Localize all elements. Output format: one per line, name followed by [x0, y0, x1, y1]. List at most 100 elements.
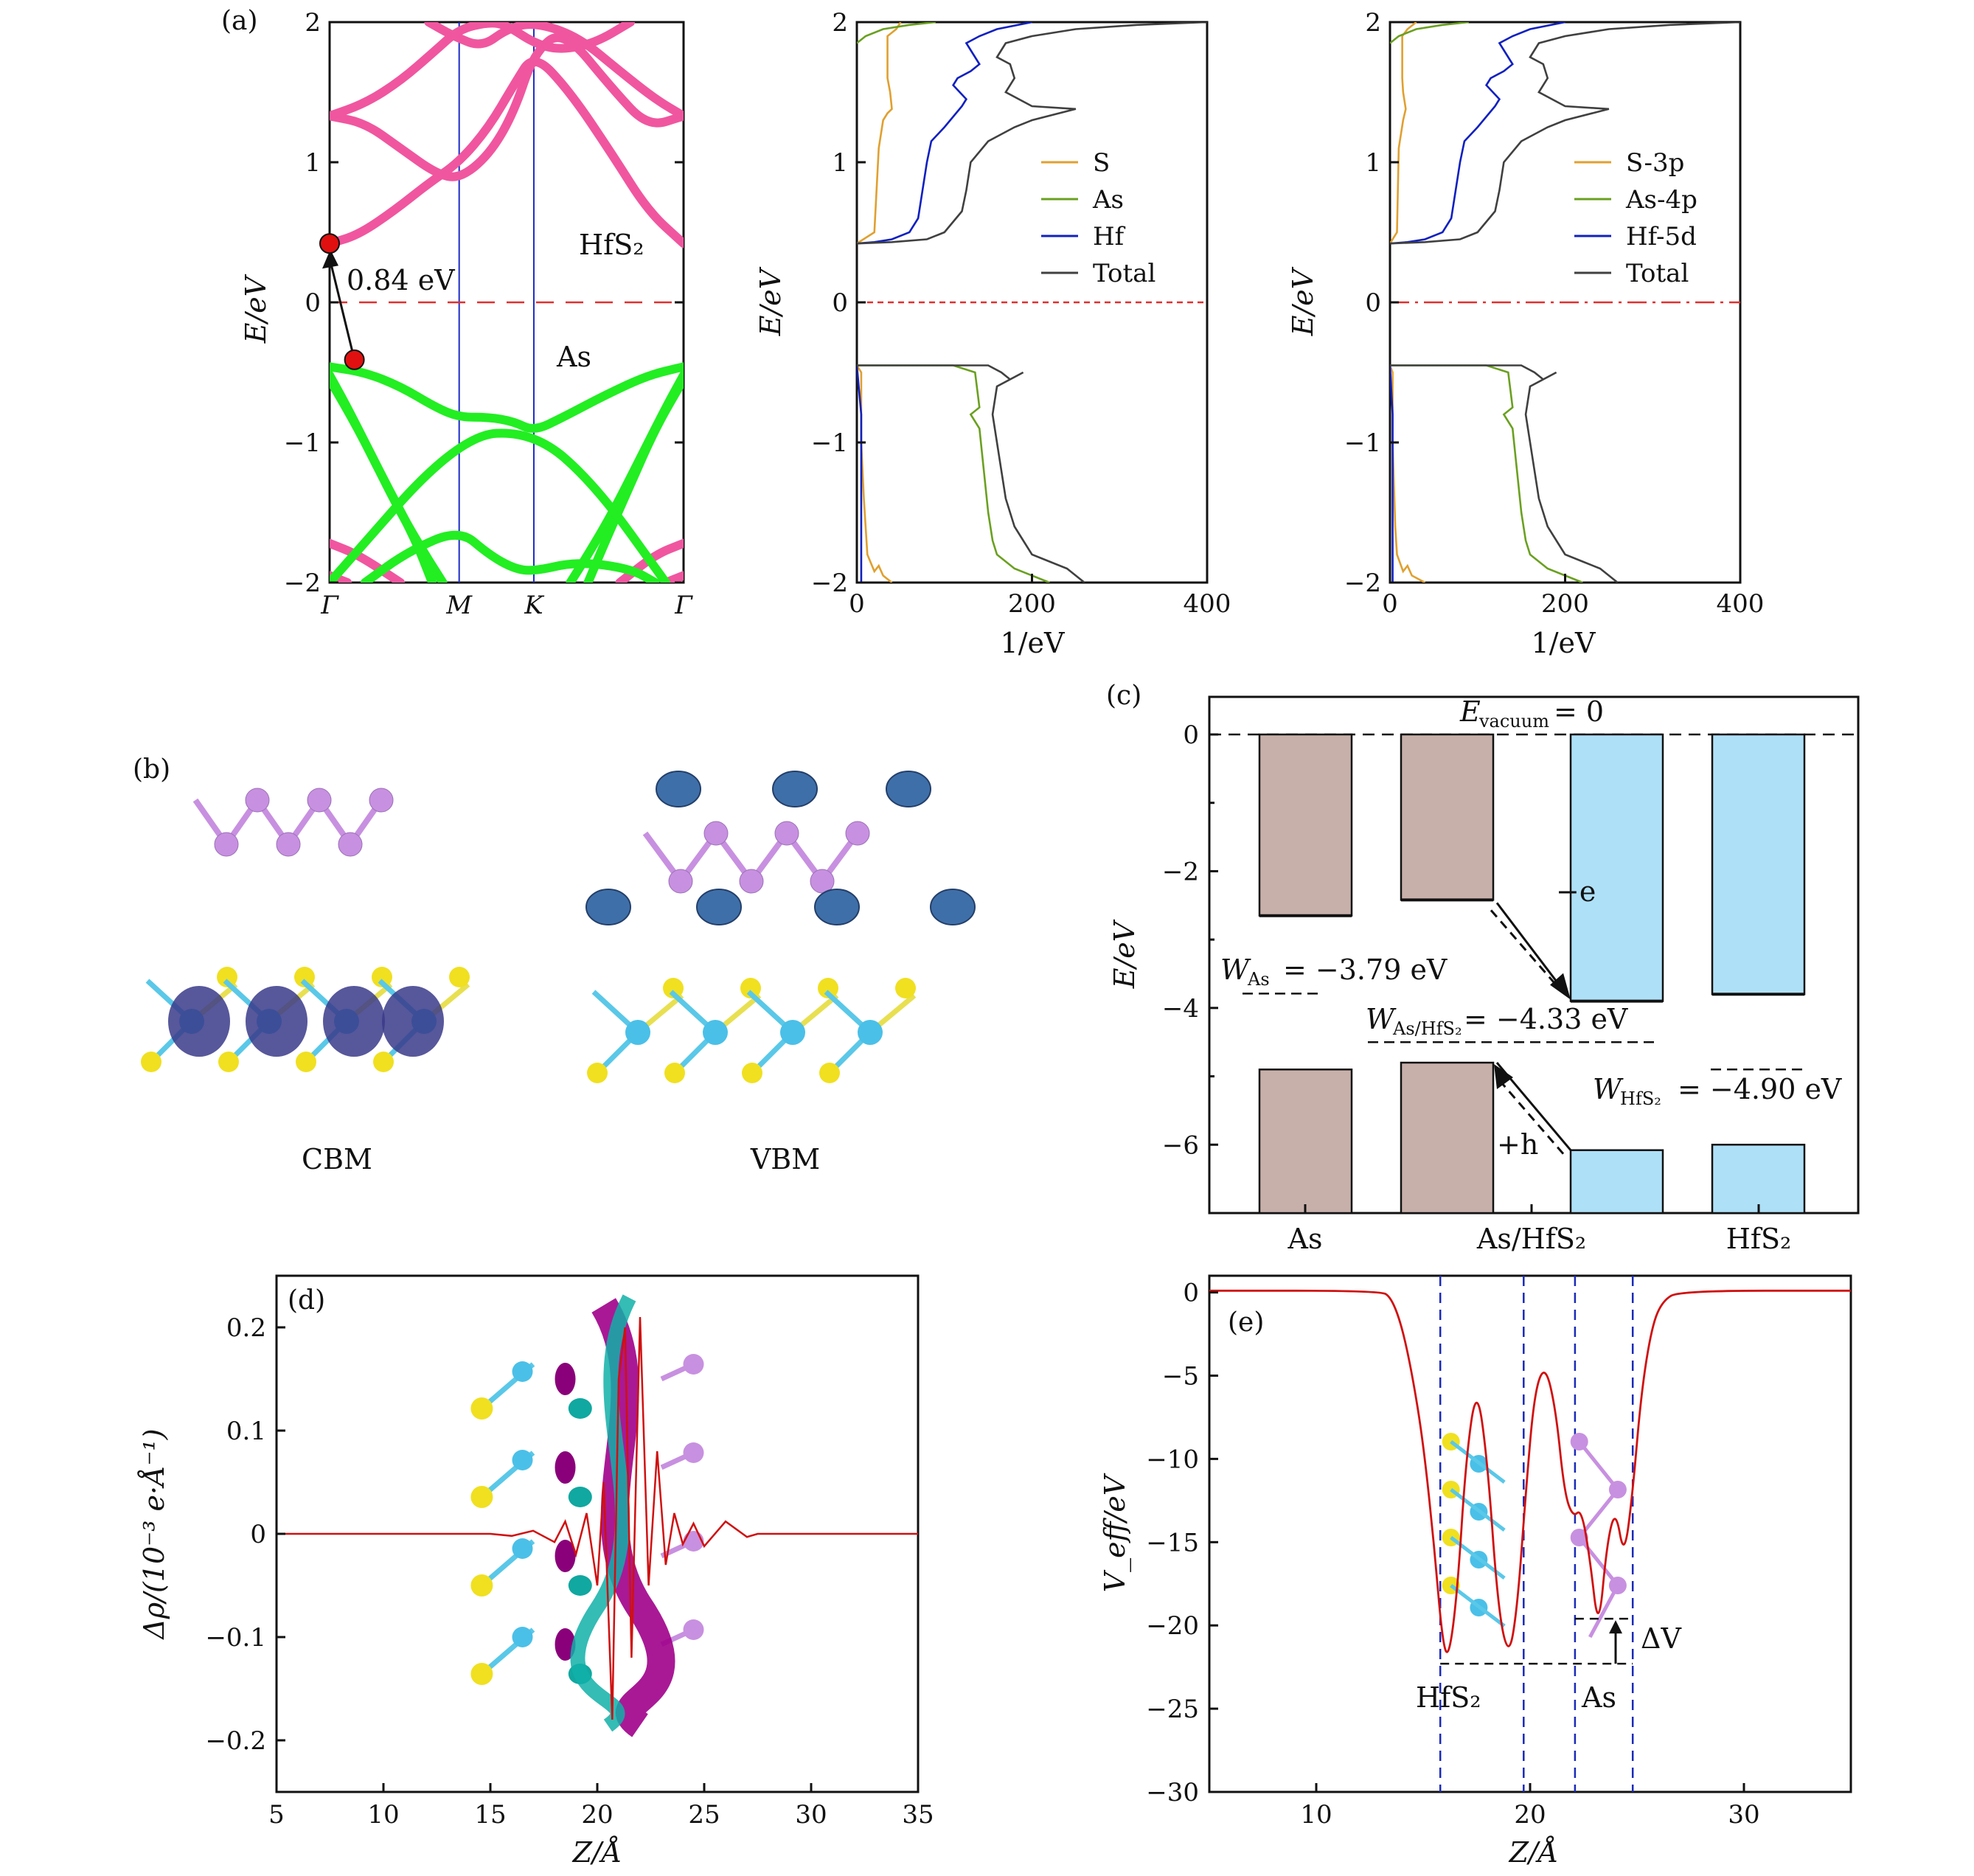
- pot-line: [1209, 1289, 1852, 1653]
- vacuum-label: E vacuum = 0: [1459, 695, 1604, 732]
- cbm-orbital-3: [382, 986, 444, 1057]
- band-line-8: [330, 362, 684, 433]
- wf-ashfs2-W: W: [1366, 1003, 1397, 1035]
- dos1-series-1-seg-1: [857, 364, 1050, 583]
- band-label-as: As: [556, 341, 591, 373]
- d-hf-2: [512, 1538, 533, 1559]
- bands-xtick-label-0: As: [1287, 1223, 1323, 1255]
- pot-ylabel: V_eff/eV: [1099, 1473, 1132, 1592]
- bands-ylabel: E/eV: [1108, 919, 1141, 989]
- charge-xtick-label-4: 25: [688, 1800, 720, 1830]
- dos1-ytick-label-1: −1: [811, 428, 848, 458]
- charge-axis-ticks: 5 10 15 20 25 30 35 −0.2 −0.1 0 0.1 0.2: [205, 1313, 934, 1830]
- band-line-6: [615, 538, 684, 583]
- vbm-hfs2-s-bot-3: [819, 1063, 840, 1083]
- cbm-orbital-0: [168, 986, 230, 1057]
- dos1-xlabel: 1/eV: [1001, 627, 1065, 659]
- d-as-bond-0: [660, 1361, 695, 1382]
- vbm-hfs2-s-top-3: [895, 978, 916, 998]
- panel-label-c: (c): [1106, 681, 1141, 711]
- e-bond-1: [1450, 1488, 1506, 1532]
- vbm-as-atom-6: [845, 821, 870, 846]
- charge-ytick-label-0: −0.2: [205, 1726, 266, 1756]
- dos2-xtick-label-2: 400: [1717, 589, 1765, 619]
- dos2-series-2-seg-0: [1390, 22, 1565, 245]
- dos1-ytick-label-4: 2: [832, 8, 848, 38]
- dos2-axis-ticks: −2 −1 0 1 2 0 200 400: [1344, 8, 1765, 619]
- charge-xtick-label-1: 10: [367, 1800, 399, 1830]
- dos2-series-0-seg-1: [1390, 365, 1426, 583]
- band-kpoint-label-3: Γ: [674, 591, 693, 620]
- charge-xtick-label-6: 35: [902, 1800, 934, 1830]
- vacuum-val: = 0: [1554, 695, 1604, 728]
- pot-ytick-label-6: −30: [1146, 1778, 1199, 1807]
- charge-ytick-label-2: 0: [250, 1520, 266, 1549]
- dos1-series-3-seg-1: [857, 364, 1085, 583]
- bands-xtick-label-1: As/HfS₂: [1476, 1223, 1586, 1255]
- vacuum-sub: vacuum: [1478, 711, 1549, 732]
- dos1-xtick-label-2: 400: [1184, 589, 1231, 619]
- d-teal-0: [568, 1398, 592, 1419]
- potential-chart: 10 20 30 0 −5 −10 −15 −20 −25 −30 (e) V_eff/eV Z/…: [1099, 1274, 1852, 1869]
- pot-ytick-label-2: −10: [1146, 1445, 1199, 1474]
- vbm-orbital-2: [886, 771, 931, 807]
- charge-xtick-label-2: 15: [474, 1800, 506, 1830]
- vbm-as-atom-2: [703, 821, 729, 846]
- dos-chart-elements: −2 −1 0 1 2 0 200 400 S As Hf Total E/eV 1/eV: [754, 8, 1231, 659]
- electron-line: [1495, 902, 1568, 996]
- dos2-ytick-label-2: 0: [1365, 288, 1381, 318]
- dos2-legend: S-3p As-4p Hf-5d Total: [1574, 148, 1697, 288]
- dos2-plot-area: [1390, 22, 1740, 583]
- vb-bar-3: [1711, 1144, 1806, 1215]
- charge-ytick-label-4: 0.2: [226, 1313, 266, 1343]
- d-hf-1: [512, 1450, 533, 1470]
- pot-plot-area: [1209, 1276, 1852, 1792]
- vbm-point: [344, 349, 365, 370]
- vbm-as-atom-3: [739, 869, 764, 894]
- vbm-hfs2-s-bot-1: [664, 1063, 685, 1083]
- panel-label-e: (e): [1228, 1307, 1264, 1338]
- cbm-as-atom-1: [214, 832, 239, 857]
- bands-ytick-label-2: −4: [1162, 994, 1199, 1024]
- band-lines: [330, 22, 684, 583]
- bands-plot-area: [1209, 733, 1858, 1215]
- cbm-label: CBM: [302, 1143, 372, 1175]
- band-line-13: [361, 530, 660, 583]
- cbm-as-atom-3: [276, 832, 301, 857]
- band-line-0: [330, 57, 684, 249]
- dos2-series-1-seg-1: [1390, 364, 1583, 583]
- cbm-hfs2-s-top-2: [372, 967, 392, 987]
- wf-hfs2-sub: HfS₂: [1620, 1088, 1661, 1109]
- cbm-hfs2-s-bot-2: [296, 1052, 316, 1072]
- dos1-legend-label-3: Total: [1093, 259, 1155, 288]
- d-purple-ribbon: [591, 1298, 675, 1737]
- d-purple-1: [555, 1451, 576, 1484]
- d-hf-0: [512, 1361, 533, 1382]
- wf-as-label: W As = −3.79 eV: [1220, 953, 1448, 990]
- dos1-series-1-seg-0: [857, 22, 936, 44]
- dos2-xlabel: 1/eV: [1532, 627, 1596, 659]
- pot-ytick-label-3: −15: [1146, 1528, 1199, 1557]
- d-s-3: [470, 1663, 493, 1685]
- charge-ytick-label-3: 0.1: [226, 1417, 266, 1446]
- vbm-hfs2-hf-2: [780, 1020, 805, 1045]
- cbm-hfs2-s-top-0: [217, 967, 237, 987]
- vbm-hfs2-s-top-2: [818, 978, 838, 998]
- electron-dash: [1490, 909, 1559, 987]
- dos2-ylabel: E/eV: [1287, 266, 1319, 336]
- wf-hfs2-W: W: [1593, 1073, 1624, 1105]
- charge-density-chart: 5 10 15 20 25 30 35 −0.2 −0.1 0 0.1 0.2 (d) Δρ/(10⁻…: [138, 1274, 934, 1869]
- band-line-4: [330, 538, 405, 583]
- band-structure-chart: −2 −1 0 1 2 Γ M K Γ E/eV HfS₂ As 0.84 eV: [240, 8, 693, 620]
- cb-bar-1: [1400, 733, 1495, 901]
- pot-label-as: As: [1581, 1681, 1616, 1714]
- charge-ytick-label-1: −0.1: [205, 1623, 266, 1653]
- e-bond-3: [1450, 1584, 1506, 1627]
- charge-ylabel: Δρ/(10⁻³ e·Å⁻¹): [138, 1428, 170, 1640]
- band-ylabel: E/eV: [240, 274, 272, 344]
- vbm-as-atom-4: [774, 821, 799, 846]
- dos1-ytick-label-3: 1: [832, 148, 848, 178]
- dv-arrowhead: [1609, 1620, 1622, 1634]
- dos1-lines: [857, 22, 1207, 583]
- vbm-orbital-0: [656, 771, 701, 807]
